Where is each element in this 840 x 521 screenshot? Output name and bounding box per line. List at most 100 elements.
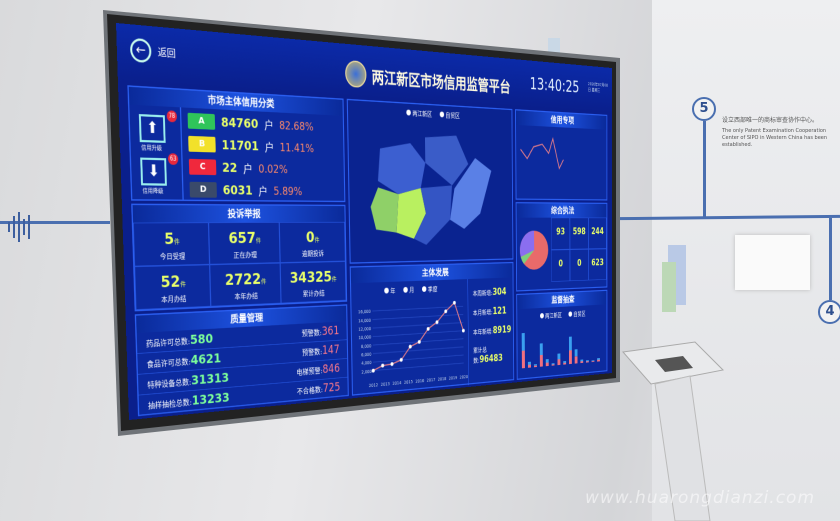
- value: 846: [322, 361, 341, 377]
- label: 特种设备总数:: [147, 377, 192, 391]
- grade-tag: C: [188, 158, 217, 176]
- y-tick-label: 6,000: [361, 352, 371, 358]
- enforcement-stat: 0: [570, 249, 589, 282]
- stat-label: 逾期投诉: [301, 250, 325, 259]
- label: 药品许可总数:: [145, 336, 191, 349]
- grade-count: 11701: [221, 137, 260, 154]
- down-label: 信用降级: [142, 187, 164, 195]
- label: 食品许可总数:: [146, 357, 191, 370]
- stat-label: 正在办理: [233, 251, 258, 260]
- complaint-stat: 2722件 本年办结: [209, 262, 281, 307]
- credit-up-button[interactable]: ⬆ 78: [138, 110, 178, 143]
- data-point: [371, 368, 375, 373]
- bar: [563, 360, 567, 363]
- bar: [574, 349, 578, 357]
- x-tick-label: 2014: [392, 381, 401, 387]
- stat-value: 52: [160, 273, 181, 292]
- enforcement-stat: 244: [588, 217, 607, 250]
- stat-value: 5: [164, 230, 175, 249]
- grade-tag: A: [187, 112, 216, 130]
- growth-stat: 累计总数:96483: [473, 343, 513, 366]
- label: 预警数:: [302, 347, 323, 358]
- watermark: www.huarongdianzi.com: [585, 488, 816, 508]
- wall-illustration-block: [662, 262, 676, 312]
- legend-option[interactable]: 年: [384, 285, 395, 295]
- quality-left: 食品许可总数:4621: [146, 351, 222, 371]
- label: 电梯预警:: [296, 366, 323, 378]
- x-tick-label: 2013: [381, 382, 390, 388]
- label: 本年新增:: [473, 328, 493, 337]
- stat-unit: 件: [174, 238, 180, 247]
- credit-down-button[interactable]: ⬇ 63: [140, 153, 179, 186]
- x-tick-label: 2019: [449, 376, 457, 382]
- stat-unit: 件: [314, 237, 320, 245]
- bar: [557, 353, 561, 360]
- growth-stat: 本周新增:304: [473, 286, 513, 299]
- enforcement-stat: 0: [551, 249, 571, 282]
- unit: 户: [243, 162, 253, 176]
- y-tick-label: 12,000: [358, 327, 371, 333]
- bar: [527, 364, 531, 368]
- bar: [533, 365, 537, 368]
- data-point: [381, 363, 385, 368]
- special-line-chart: [516, 125, 568, 192]
- bar: [545, 362, 549, 367]
- value: 13233: [191, 390, 230, 408]
- bar: [521, 332, 525, 351]
- bar: [539, 354, 543, 367]
- complaint-stat: 52件 本月办结: [134, 264, 211, 310]
- wall-caption: 设立西部唯一的商标审查协作中心。: [722, 117, 819, 124]
- stat-unit: 件: [261, 278, 267, 286]
- value: 96483: [479, 352, 503, 365]
- value: 31313: [191, 370, 230, 388]
- y-tick-label: 4,000: [361, 361, 371, 367]
- growth-panel: 主体发展 年月季度 2,000 4,000 6,000 8,000 10,000 12,0…: [349, 261, 515, 396]
- back-label: 返回: [157, 46, 176, 60]
- wall-caption-en: The only Patent Examination Cooperation …: [722, 128, 828, 148]
- down-count-badge: 63: [167, 153, 179, 166]
- growth-stat: 本月新增:121: [473, 305, 513, 318]
- bar: [563, 362, 567, 365]
- bar: [557, 359, 561, 366]
- grade-tag: B: [188, 135, 216, 153]
- label: 本月新增:: [472, 309, 493, 318]
- bar: [521, 350, 525, 369]
- back-arrow-icon: ←: [129, 37, 152, 64]
- complaint-stat: 34325件 累计办结: [279, 261, 347, 304]
- up-count-badge: 78: [166, 110, 178, 123]
- y-tick-label: 16,000: [358, 310, 371, 316]
- credit-row: C 22 户 0.02%: [182, 155, 314, 180]
- grade-pct: 5.89%: [273, 184, 303, 198]
- back-button[interactable]: ← 返回: [129, 37, 176, 65]
- complaint-stat: 0件 逾期投诉: [279, 221, 346, 263]
- enforcement-pie-chart: [519, 230, 549, 271]
- growth-line-chart: 2,000 4,000 6,000 8,000 10,000 12,000 14,000 16…: [358, 292, 468, 389]
- grade-pct: 11.41%: [279, 140, 314, 155]
- special-panel: 信用专项: [515, 109, 608, 201]
- enforcement-stat: 623: [588, 248, 607, 281]
- enforcement-title: 综合执法: [516, 203, 607, 218]
- legend-option[interactable]: 月: [403, 285, 414, 295]
- data-point: [390, 361, 394, 367]
- stat-value: 34325: [289, 268, 332, 287]
- date: 2020年07月08日 星期三: [587, 81, 608, 94]
- bar: [527, 361, 531, 365]
- title-text: 两江新区市场信用监管平台: [371, 67, 511, 96]
- kiosk-stand: [622, 341, 725, 521]
- bar: [568, 350, 572, 365]
- clock: 13:40:25: [529, 75, 580, 97]
- bar: [568, 336, 572, 351]
- stat-label: 本月办结: [161, 295, 187, 305]
- stat-unit: 件: [255, 237, 262, 245]
- inspection-title: 监督抽查: [517, 290, 607, 310]
- quality-left: 抽样抽检总数:13233: [148, 390, 230, 412]
- y-tick-label: 10,000: [359, 335, 372, 341]
- dashboard-screen: ← 返回 两江新区市场信用监管平台 13:40:25 2020年07月08日 星期…: [116, 23, 613, 421]
- growth-stat: 本年新增:8919: [473, 324, 513, 337]
- bar: [545, 359, 549, 363]
- bar: [597, 358, 600, 360]
- step-5-badge: 5: [692, 97, 716, 121]
- x-tick-label: 2018: [438, 377, 446, 383]
- quality-left: 药品许可总数:580: [146, 331, 213, 350]
- grade-count: 84760: [220, 114, 259, 132]
